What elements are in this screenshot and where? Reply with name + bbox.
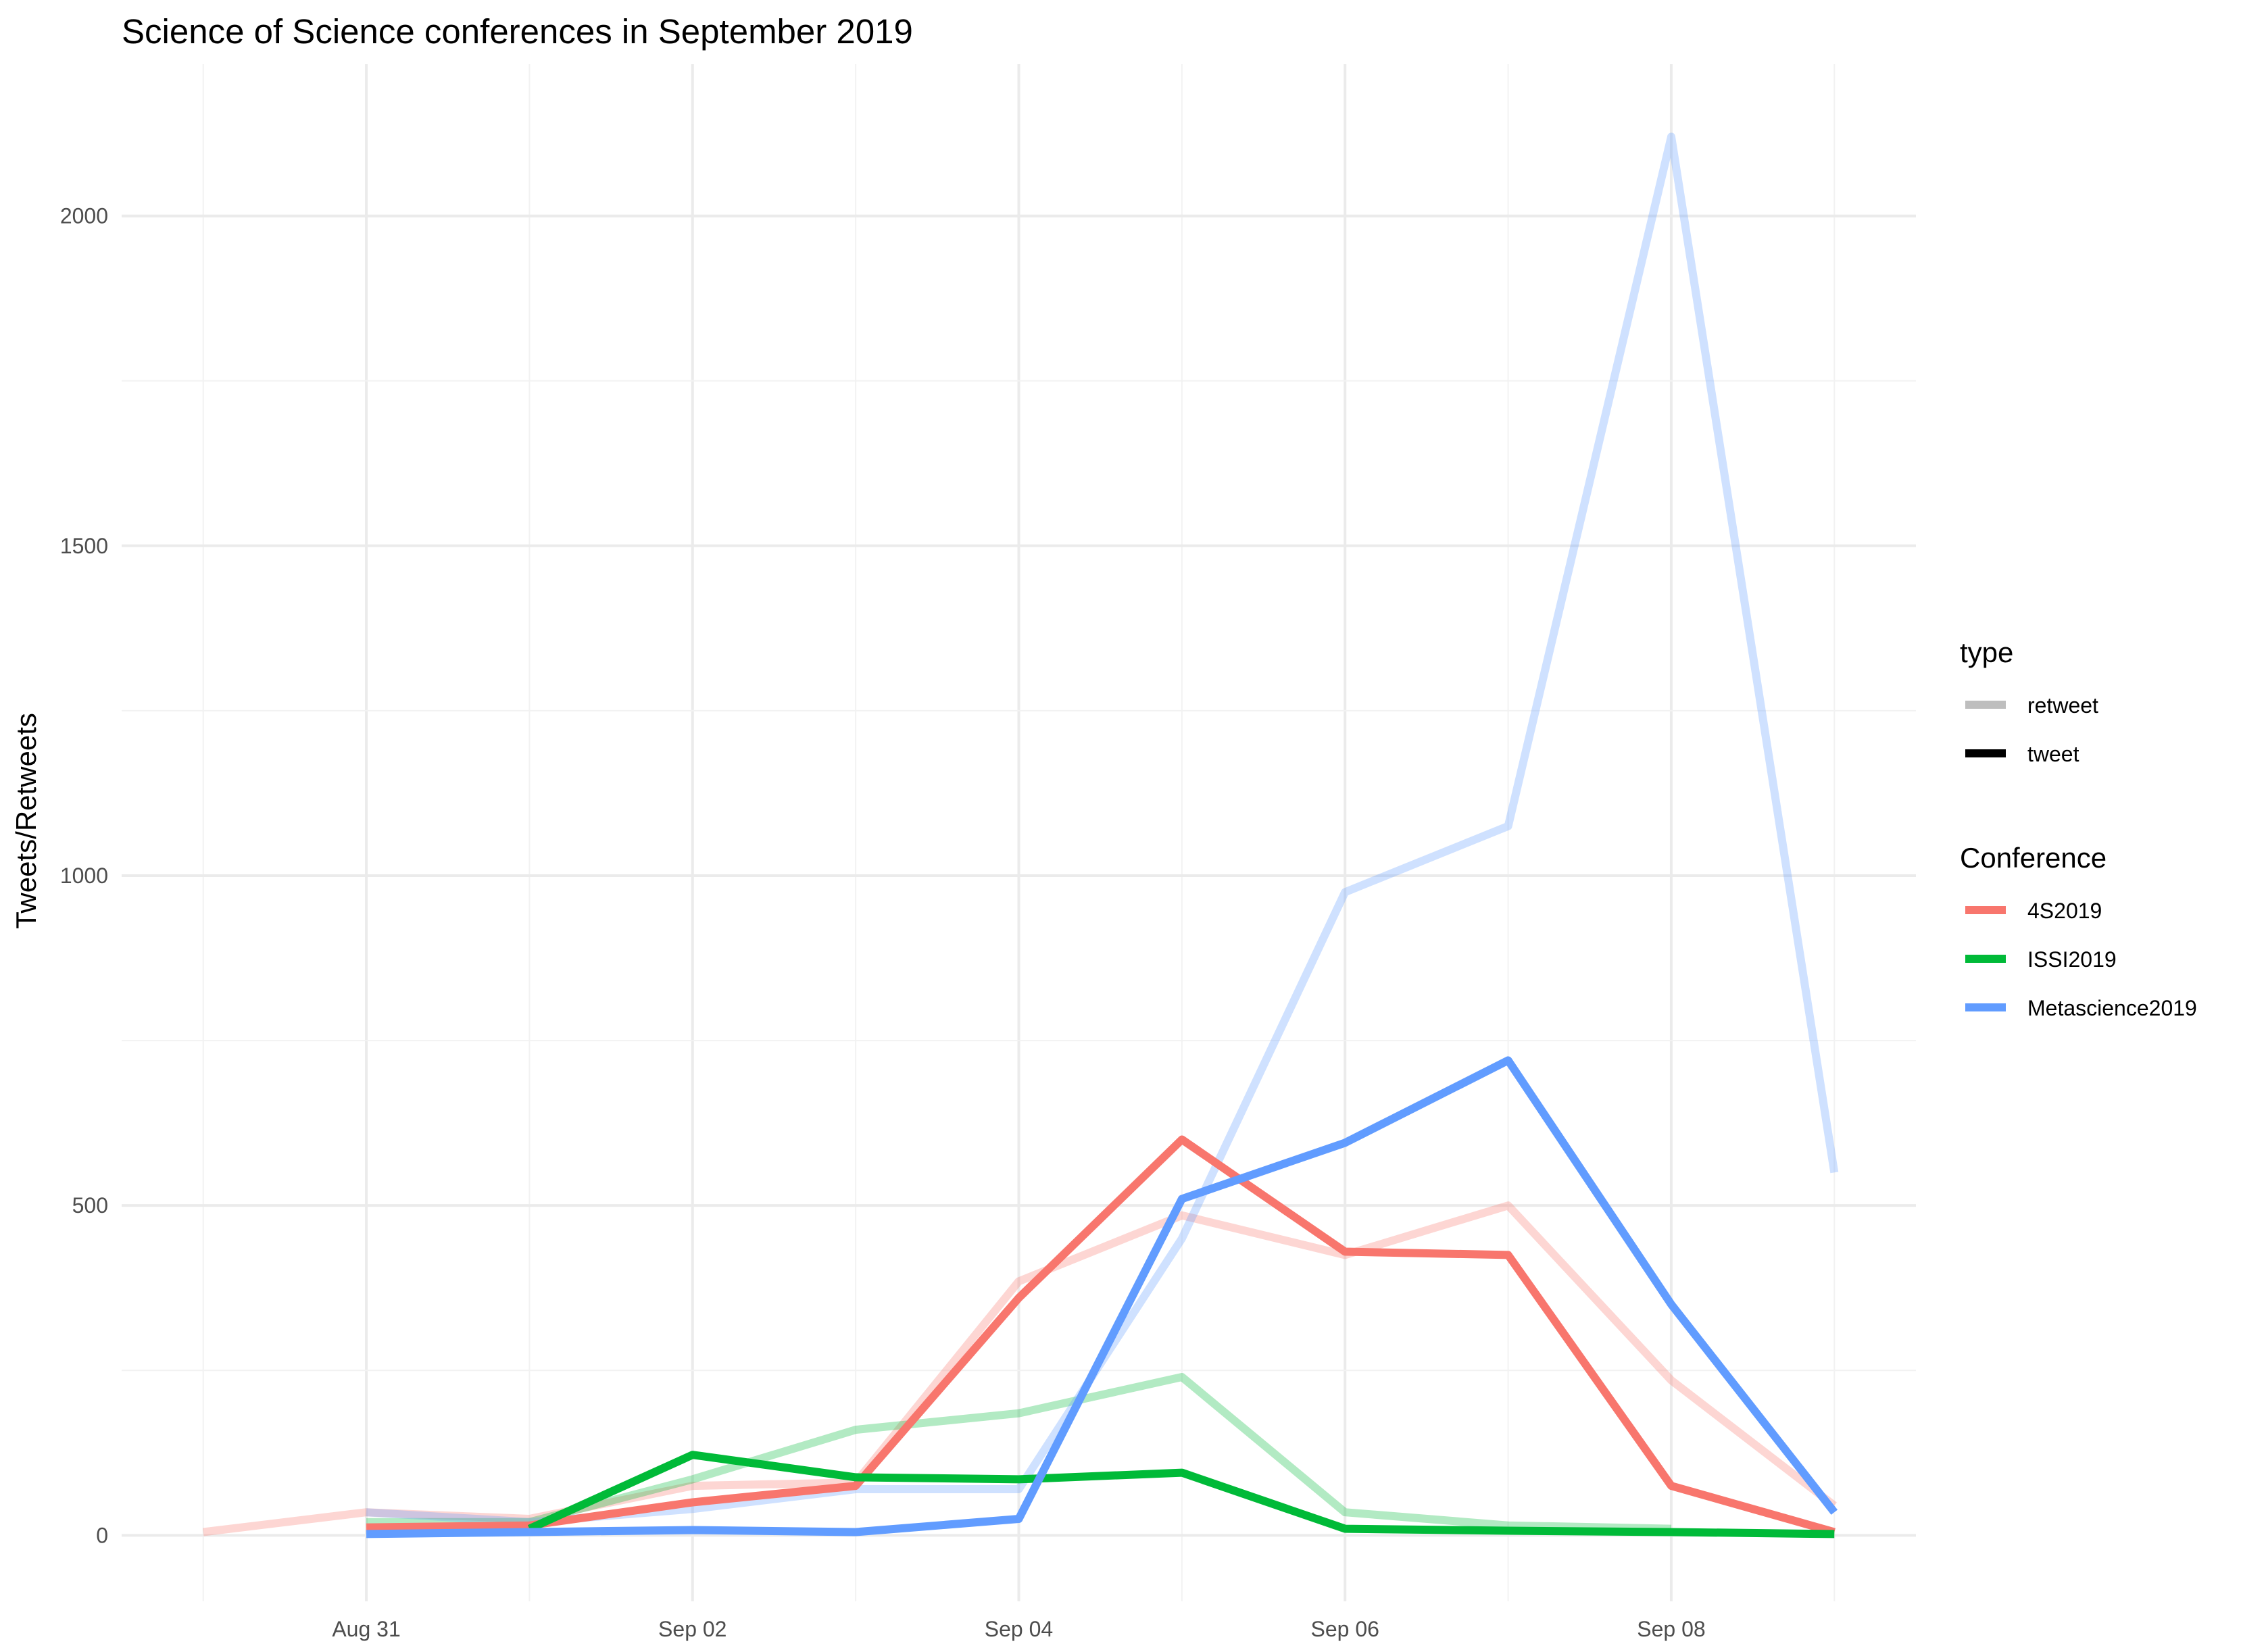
x-tick-label: Sep 08 — [1637, 1617, 1705, 1641]
x-tick-labels: Aug 31 Sep 02 Sep 04 Sep 06 Sep 08 — [332, 1617, 1705, 1641]
series-line-4s2019-retweet — [202, 1201, 1837, 1536]
y-tick-label: 1000 — [60, 863, 108, 888]
series-line-metascience2019-tweet — [366, 1056, 1838, 1538]
x-tick-label: Sep 02 — [658, 1617, 727, 1641]
chart-title: Science of Science conferences in Septem… — [122, 12, 913, 51]
y-tick-labels: 0 500 1000 1500 2000 — [60, 204, 108, 1548]
legend-title: Conference — [1960, 842, 2107, 874]
legend: type retweet tweet Conference 4S2019 ISSI2019… — [1960, 636, 2197, 1020]
x-tick-label: Aug 31 — [332, 1617, 400, 1641]
y-tick-label: 0 — [96, 1523, 108, 1547]
series-group — [202, 132, 1839, 1538]
legend-title: type — [1960, 636, 2013, 668]
legend-label: 4S2019 — [2027, 899, 2102, 923]
legend-label: ISSI2019 — [2027, 947, 2117, 972]
y-tick-label: 2000 — [60, 204, 108, 228]
legend-label: Metascience2019 — [2027, 996, 2197, 1020]
series-line-4s2019-tweet — [366, 1135, 1836, 1536]
grid — [122, 64, 1916, 1601]
series-line-issi2019-tweet — [527, 1451, 1835, 1538]
x-tick-label: Sep 06 — [1311, 1617, 1379, 1641]
y-axis-title: Tweets/Retweets — [10, 713, 42, 929]
y-tick-label: 1500 — [60, 534, 108, 558]
y-tick-label: 500 — [72, 1193, 108, 1218]
legend-label: retweet — [2027, 693, 2098, 718]
legend-label: tweet — [2027, 742, 2079, 766]
x-tick-label: Sep 04 — [985, 1617, 1053, 1641]
